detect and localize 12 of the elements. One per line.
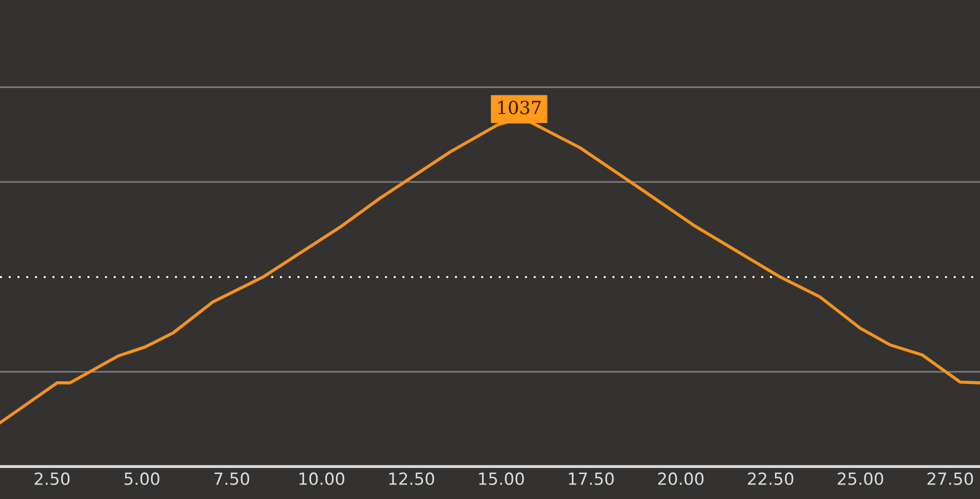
x-tick-label: 25.00 xyxy=(838,472,884,486)
x-tick-label: 7.50 xyxy=(214,472,250,486)
x-tick-label: 22.50 xyxy=(748,472,794,486)
x-tick-label: 2.50 xyxy=(34,472,70,486)
x-tick-label: 20.00 xyxy=(658,472,704,486)
x-tick-label: 17.50 xyxy=(568,472,614,486)
x-tick-label: 12.50 xyxy=(389,472,434,486)
x-tick-label: 15.00 xyxy=(479,472,524,486)
annotation: 1037 xyxy=(498,100,541,114)
x-tick-label: 5.00 xyxy=(124,472,160,486)
x-tick-label: 27.50 xyxy=(928,472,973,486)
x-tick-label: 10.00 xyxy=(299,472,344,486)
